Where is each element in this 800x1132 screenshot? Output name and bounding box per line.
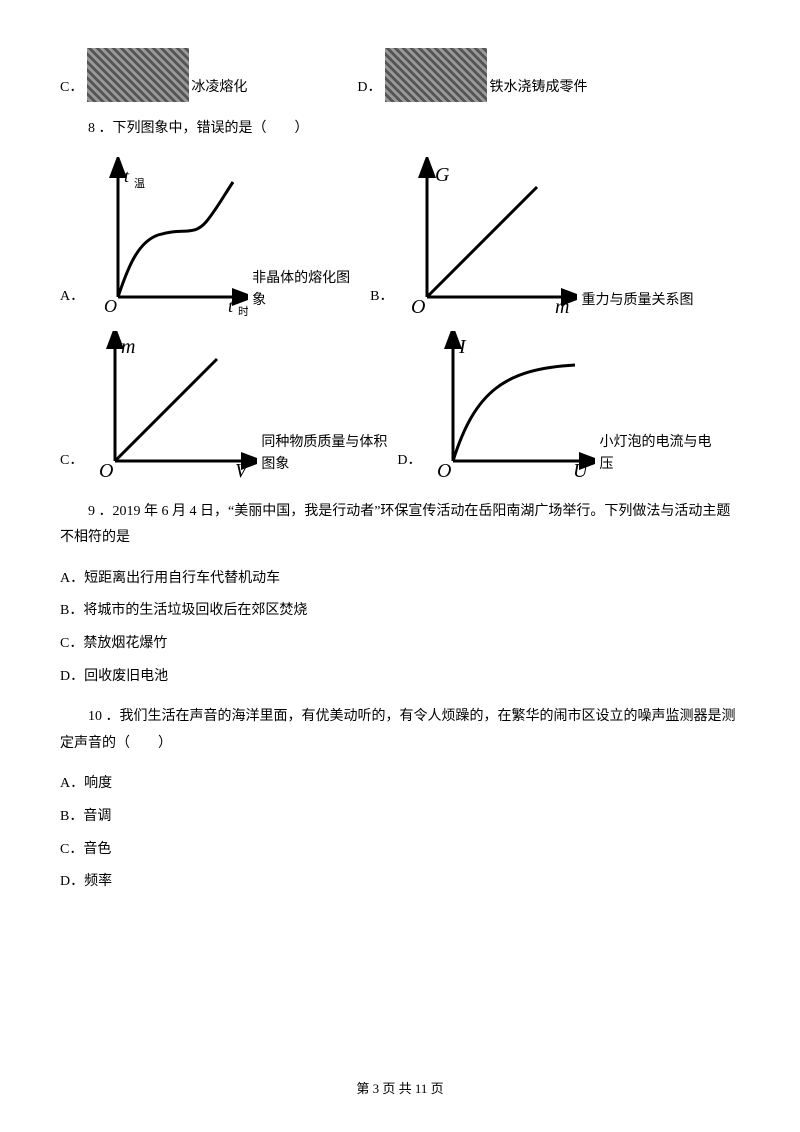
page-footer: 第 3 页 共 11 页 [0, 1077, 800, 1102]
q8-row2: C． m V O 同种物质质量与体积 图象 D． [60, 331, 740, 481]
q10-stem: 10 ．我们生活在声音的海洋里面，有优美动听的，有令人烦躁的，在繁华的闹市区设立… [60, 704, 740, 757]
q8-B-cap1: 重力与质量关系图 [581, 293, 693, 308]
svg-text:U: U [573, 460, 589, 481]
svg-text:I: I [458, 336, 467, 358]
svg-text:m: m [555, 296, 569, 317]
q8-C-cap2: 图象 [261, 457, 289, 472]
q8-C-svg: m V O [87, 331, 257, 481]
q8-D-svg: I U O [425, 331, 595, 481]
q8-D-cap2: 压 [599, 457, 613, 472]
prev-optC-letter: C． [60, 75, 83, 102]
q8-D-cap1: 小灯泡的电流与电 [599, 435, 711, 450]
svg-text:温: 温 [134, 177, 145, 190]
q9-A: A．短距离出行用自行车代替机动车 [60, 566, 740, 593]
q8-B-cap: 重力与质量关系图 [581, 290, 693, 316]
prev-optD-text: 铁水浇铸成零件 [489, 75, 587, 102]
svg-text:O: O [99, 460, 113, 481]
q10-A: A．响度 [60, 771, 740, 798]
q8-B-svg: G m O [397, 157, 577, 317]
svg-text:t: t [228, 296, 234, 316]
svg-text:m: m [121, 336, 135, 358]
q8-graphA: A． t 温 t 时 O 非晶体的熔化图 象 [60, 157, 350, 317]
q8-C-letter: C． [60, 448, 83, 481]
q8-D-cap: 小灯泡的电流与电 压 [599, 432, 711, 481]
svg-text:时: 时 [238, 305, 248, 317]
svg-text:V: V [235, 460, 250, 481]
q8-row1: A． t 温 t 时 O 非晶体的熔化图 象 B． [60, 157, 740, 317]
q8-graphC: C． m V O 同种物质质量与体积 图象 [60, 331, 387, 481]
prev-q-options-row: C． 冰凌熔化 D． 铁水浇铸成零件 [60, 48, 740, 102]
q9-stem: 9 ．2019 年 6 月 4 日，“美丽中国，我是行动者”环保宣传活动在岳阳南… [60, 499, 740, 552]
q8-D-letter: D． [397, 448, 421, 481]
svg-text:O: O [437, 460, 451, 481]
q9-D: D．回收废旧电池 [60, 664, 740, 691]
q10-D: D．频率 [60, 869, 740, 896]
q8-A-cap: 非晶体的熔化图 象 [252, 268, 350, 317]
q8-graphB: B． G m O 重力与质量关系图 [370, 157, 693, 317]
svg-text:t: t [124, 166, 130, 186]
svg-text:O: O [411, 296, 425, 317]
q8-A-letter: A． [60, 284, 84, 317]
q8-B-letter: B． [370, 284, 393, 317]
prev-optD-image [385, 48, 487, 102]
q9-C: C．禁放烟花爆竹 [60, 631, 740, 658]
svg-text:O: O [104, 296, 117, 316]
svg-text:G: G [435, 164, 450, 186]
prev-optC-text: 冰凌熔化 [191, 75, 247, 102]
q8-C-cap1: 同种物质质量与体积 [261, 435, 387, 450]
q8-A-cap1: 非晶体的熔化图 [252, 271, 350, 286]
q10-C: C．音色 [60, 837, 740, 864]
q8-A-cap2: 象 [252, 293, 266, 308]
q8-stem: 8 ．下列图象中，错误的是（ ） [60, 116, 740, 143]
q8-A-svg: t 温 t 时 O [88, 157, 248, 317]
q8-C-cap: 同种物质质量与体积 图象 [261, 432, 387, 481]
prev-optC-image [87, 48, 189, 102]
q8-graphD: D． I U O 小灯泡的电流与电 压 [397, 331, 711, 481]
q9-B: B．将城市的生活垃圾回收后在郊区焚烧 [60, 598, 740, 625]
q10-B: B．音调 [60, 804, 740, 831]
prev-optD-letter: D． [357, 75, 381, 102]
